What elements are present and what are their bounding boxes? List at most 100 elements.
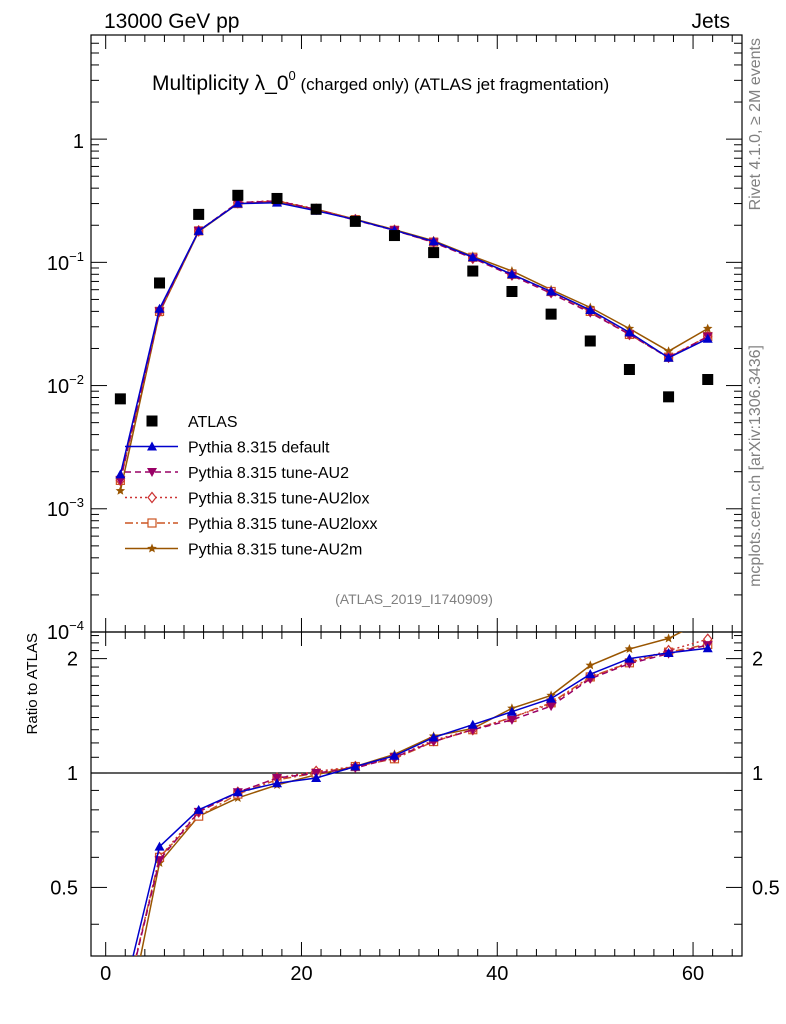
ratio-series-2 <box>116 633 713 1024</box>
ratio-series-4 <box>139 614 713 956</box>
data-point <box>193 804 204 814</box>
ratio-line <box>135 644 708 956</box>
title-superscript: 0 <box>289 68 296 83</box>
data-point <box>115 485 126 495</box>
data-point <box>147 543 157 553</box>
data-point <box>272 778 282 788</box>
y-tick-exp-0.001: −3 <box>69 495 84 510</box>
data-point <box>115 476 126 486</box>
data-point <box>624 644 635 653</box>
ratio-line <box>139 632 683 956</box>
source-label: mcplots.cern.ch [arXiv:1306.3436] <box>747 345 764 587</box>
x-tick-label: 20 <box>290 963 312 985</box>
ratio-line <box>132 647 708 956</box>
analysis-tag: (ATLAS_2019_I1740909) <box>335 591 493 607</box>
data-point <box>506 706 517 716</box>
data-point <box>154 303 165 313</box>
data-point <box>350 761 361 771</box>
rivet-label: Rivet 4.1.0, ≥ 2M events <box>747 38 764 210</box>
ratio-line <box>135 638 708 956</box>
y-tick-exp-0.0001: −4 <box>69 618 84 633</box>
data-point <box>467 252 478 262</box>
data-point <box>428 236 439 246</box>
series-data <box>114 189 714 405</box>
data-point <box>545 308 557 320</box>
data-point <box>703 323 713 333</box>
data-point <box>115 1004 125 1013</box>
x-tick-label: 40 <box>486 963 508 985</box>
ratio-y-tick-label-right: 2 <box>752 649 763 671</box>
data-point <box>232 189 244 201</box>
ratio-frame <box>90 631 743 957</box>
title-main: Multiplicity λ_0 <box>152 72 289 95</box>
data-point <box>467 265 479 277</box>
x-tick-label: 60 <box>682 963 704 985</box>
data-point <box>271 192 283 204</box>
data-point <box>663 647 674 657</box>
legend-label: Pythia 8.315 tune-AU2loxx <box>188 516 377 533</box>
y-tick-base-0.01: 10 <box>47 376 69 398</box>
legend-label: Pythia 8.315 tune-AU2lox <box>188 491 369 508</box>
ratio-series-0 <box>115 643 713 1013</box>
data-point <box>349 215 361 227</box>
ratio-clipped <box>115 614 713 1024</box>
y-tick-base-0.001: 10 <box>47 499 69 521</box>
ratio-axis-ticks: 0.5 0.51 12 20 20 40 60 <box>50 632 780 985</box>
legend-label: Pythia 8.315 tune-AU2m <box>188 542 362 559</box>
ratio-y-label: Ratio to ATLAS <box>24 633 41 734</box>
ratio-y-tick-label-right: 1 <box>752 763 763 785</box>
energy-label: 13000 GeV pp <box>104 10 239 33</box>
legend: ATLAS Pythia 8.315 default Pythia 8.315 tu… <box>125 414 377 559</box>
ratio-panel: Ratio to ATLAS 0.5 0.51 12 20 20 40 60 <box>24 614 780 1024</box>
ratio-y-tick-label-right: 0.5 <box>752 877 780 899</box>
data-point <box>147 491 157 504</box>
y-tick-label-0.1: 10−1 <box>47 249 84 275</box>
data-point <box>584 335 596 347</box>
data-point <box>623 364 635 376</box>
data-point <box>663 352 674 362</box>
data-point <box>702 643 713 653</box>
data-point <box>428 732 439 742</box>
data-point <box>467 719 478 729</box>
y-tick-label-1: 1 <box>73 131 84 153</box>
data-point <box>546 693 557 703</box>
ratio-series-1 <box>115 641 713 1024</box>
legend-label: Pythia 8.315 tune-AU2 <box>188 465 349 482</box>
data-point <box>193 225 204 235</box>
series-line <box>119 201 709 475</box>
data-point <box>506 285 518 297</box>
data-point <box>147 518 157 528</box>
ratio-y-tick-label: 1 <box>67 763 78 785</box>
ratio-series-3 <box>116 639 713 1024</box>
series-line <box>119 199 709 481</box>
category-label: Jets <box>691 10 730 33</box>
y-tick-base-0.0001: 10 <box>47 622 69 644</box>
data-point <box>389 750 400 760</box>
main-axis-ticks <box>91 34 742 633</box>
data-point <box>703 614 713 623</box>
main-panel: Multiplicity λ_00 (charged only) (ATLAS … <box>47 34 743 644</box>
ratio-y-tick-label: 0.5 <box>50 877 78 899</box>
data-point <box>310 203 322 215</box>
series-line <box>119 200 709 481</box>
data-point <box>428 247 440 259</box>
data-point <box>116 1019 124 1024</box>
data-point <box>663 391 675 403</box>
data-point <box>585 660 595 670</box>
data-point <box>506 715 517 725</box>
data-point <box>311 773 322 783</box>
data-point <box>146 415 158 427</box>
data-point <box>116 1018 124 1024</box>
data-point <box>546 702 557 712</box>
title-suffix: (charged only) (ATLAS jet fragmentation) <box>296 75 609 94</box>
data-point <box>663 633 674 643</box>
ratio-y-tick-label: 2 <box>67 649 78 671</box>
series-line <box>119 200 709 481</box>
data-point <box>115 1019 125 1024</box>
y-tick-label-0.0001: 10−4 <box>47 618 84 644</box>
data-point <box>114 393 126 405</box>
y-tick-label-0.01: 10−2 <box>47 372 84 398</box>
data-point <box>154 841 165 851</box>
data-point <box>115 469 126 479</box>
